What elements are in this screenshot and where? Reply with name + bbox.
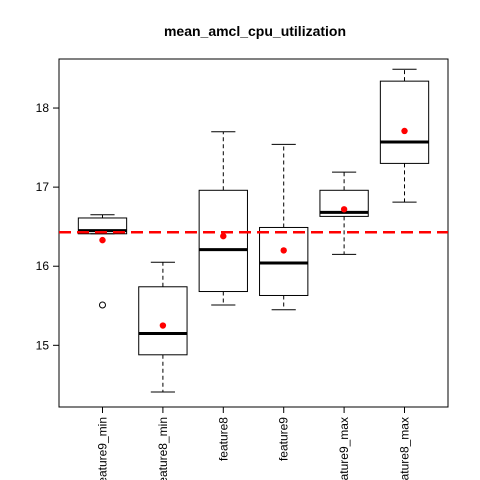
box-feature8_max — [379, 68, 430, 203]
chart-title: mean_amcl_cpu_utilization — [164, 23, 346, 39]
mean-points — [99, 127, 408, 329]
mean-point-feature9_max — [340, 206, 348, 213]
y-tick-label: 18 — [36, 101, 50, 115]
box-feature8 — [198, 131, 248, 306]
mean-point-feature9 — [280, 247, 287, 254]
iqr-box — [259, 226, 309, 296]
iqr-box — [319, 189, 369, 217]
mean-point-feature8_min — [159, 322, 167, 329]
mean-point-feature9_min — [99, 236, 106, 244]
iqr-box — [138, 286, 188, 356]
x-tick-label: feature8_max — [398, 417, 412, 480]
box-feature9_min — [77, 214, 128, 309]
iqr-box — [77, 217, 128, 235]
y-tick-label: 16 — [36, 259, 50, 273]
mean-point-feature8_max — [401, 127, 408, 135]
box-feature9 — [259, 143, 309, 311]
box-feature8_min — [138, 261, 188, 393]
box-feature9_max — [319, 171, 369, 255]
x-tick-label: feature8 — [216, 417, 230, 461]
mean-point-feature8 — [220, 232, 227, 240]
iqr-box — [379, 80, 430, 164]
x-tick-label: feature9_min — [95, 417, 109, 480]
y-tick-label: 15 — [36, 338, 50, 352]
box-series — [77, 68, 430, 393]
y-axis: 15 16 17 18 — [36, 101, 59, 352]
y-tick-label: 17 — [36, 180, 50, 194]
x-tick-label: feature9 — [277, 417, 291, 461]
outlier-point — [98, 301, 106, 309]
x-tick-label: feature8_min — [156, 417, 170, 480]
iqr-box — [198, 189, 248, 293]
x-axis: feature9_min feature8_min feature8 feature9… — [95, 407, 412, 480]
x-tick-label: feature9_max — [337, 417, 351, 480]
